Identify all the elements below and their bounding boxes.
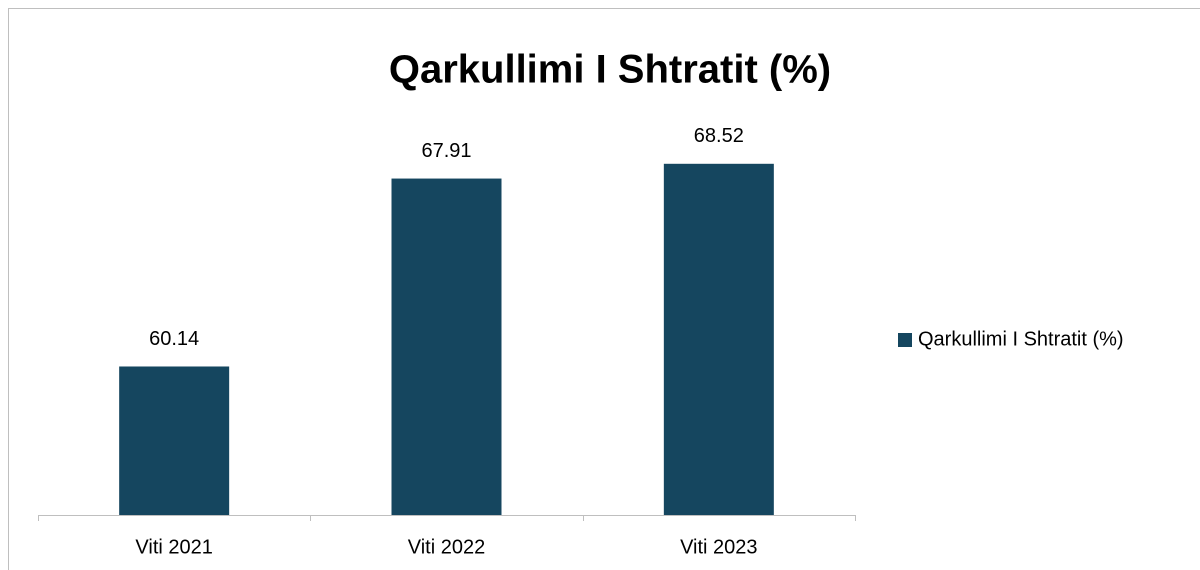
chart-title: Qarkullimi I Shtratit (%) bbox=[389, 48, 831, 92]
legend-label: Qarkullimi I Shtratit (%) bbox=[918, 328, 1124, 350]
bar bbox=[119, 366, 230, 515]
legend-swatch bbox=[898, 333, 912, 347]
x-tick-label: Viti 2022 bbox=[408, 536, 485, 558]
bar bbox=[391, 178, 502, 515]
x-tick-label: Viti 2021 bbox=[135, 536, 212, 558]
data-label: 60.14 bbox=[149, 328, 199, 350]
bar bbox=[663, 163, 774, 516]
data-label: 68.52 bbox=[694, 125, 744, 147]
data-label: 67.91 bbox=[421, 140, 471, 162]
chart-border bbox=[8, 8, 1200, 570]
x-tick-label: Viti 2023 bbox=[680, 536, 757, 558]
